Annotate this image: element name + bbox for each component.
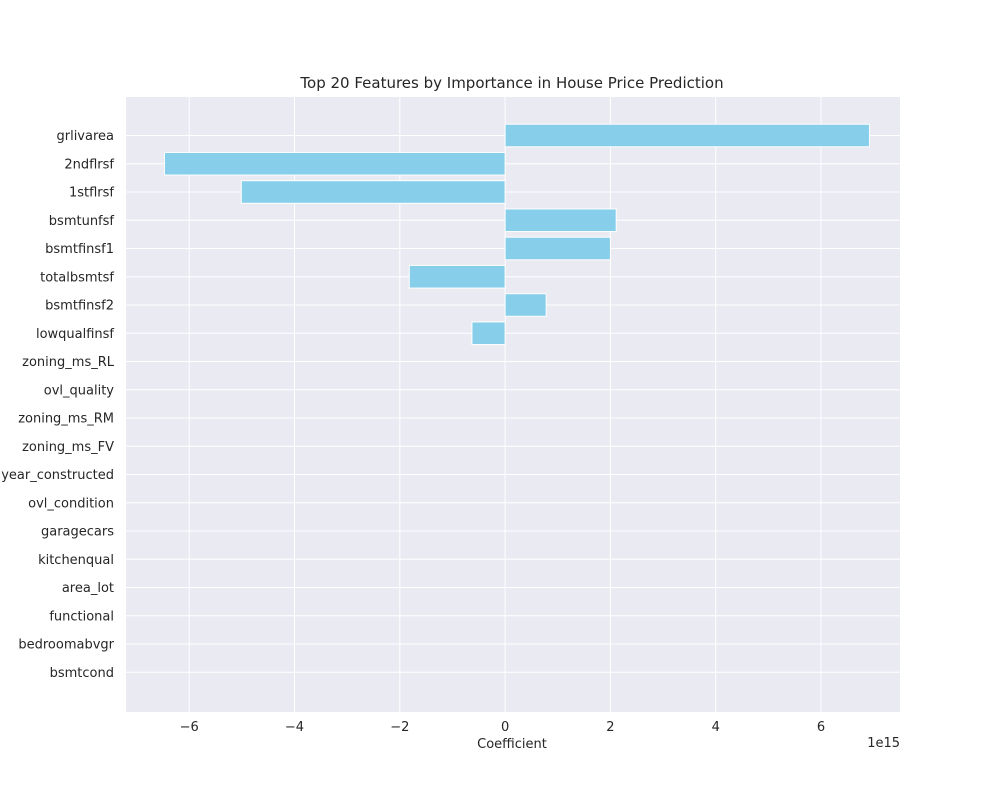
y-tick-label: bsmtfinsf1	[45, 242, 114, 257]
bars	[163, 123, 870, 346]
x-tick-label: 0	[501, 720, 509, 735]
x-tick-label: 2	[606, 720, 614, 735]
y-tick-labels: grlivarea 2ndflrsf 1stflrsf bsmtunfsf bsmtfi…	[1, 129, 115, 681]
y-tick-label: 2ndflrsf	[64, 157, 114, 172]
y-tick-label: ovl_quality	[44, 383, 115, 398]
y-tick-label: bedroomabvgr	[18, 638, 114, 653]
bar-bsmtunfsf	[504, 208, 617, 233]
y-tick-label: zoning_ms_FV	[22, 440, 114, 455]
x-tick-labels: −6 −4 −2 0 2 4 6	[180, 720, 826, 735]
x-axis-label: Coefficient	[477, 737, 547, 752]
x-tick-label: 6	[817, 720, 825, 735]
x-tick-label: −4	[285, 720, 304, 735]
x-tick-label: −6	[180, 720, 199, 735]
bar-bsmtfinsf1	[504, 236, 611, 261]
bar-2ndflrsf	[163, 151, 506, 176]
x-tick-label: 4	[712, 720, 720, 735]
y-tick-label: functional	[49, 609, 114, 624]
y-tick-label: totalbsmtsf	[40, 270, 114, 285]
y-tick-label: bsmtcond	[50, 666, 114, 681]
y-tick-label: ovl_condition	[28, 496, 114, 511]
y-tick-label: 1stflrsf	[69, 186, 114, 201]
y-tick-label: grlivarea	[56, 129, 114, 144]
x-axis-offset-label: 1e15	[867, 736, 900, 751]
y-tick-label: bsmtfinsf2	[45, 299, 114, 314]
y-tick-label: bsmtunfsf	[49, 214, 115, 229]
bar-1stflrsf	[240, 180, 506, 204]
bar-lowqualfinsf	[471, 321, 506, 346]
bar-grlivarea	[504, 123, 870, 148]
y-tick-label: zoning_ms_RL	[22, 355, 115, 370]
y-tick-label: garagecars	[41, 525, 114, 540]
y-tick-label: area_lot	[62, 581, 114, 596]
y-tick-label: zoning_ms_RM	[18, 412, 114, 427]
y-tick-label: kitchenqual	[38, 553, 114, 568]
y-tick-label: lowqualfinsf	[36, 327, 114, 342]
y-tick-label: year_constructed	[1, 468, 114, 483]
bar-bsmtfinsf2	[504, 293, 547, 317]
x-tick-label: −2	[390, 720, 409, 735]
bar-totalbsmtsf	[408, 264, 506, 289]
chart-title: Top 20 Features by Importance in House P…	[299, 74, 723, 92]
